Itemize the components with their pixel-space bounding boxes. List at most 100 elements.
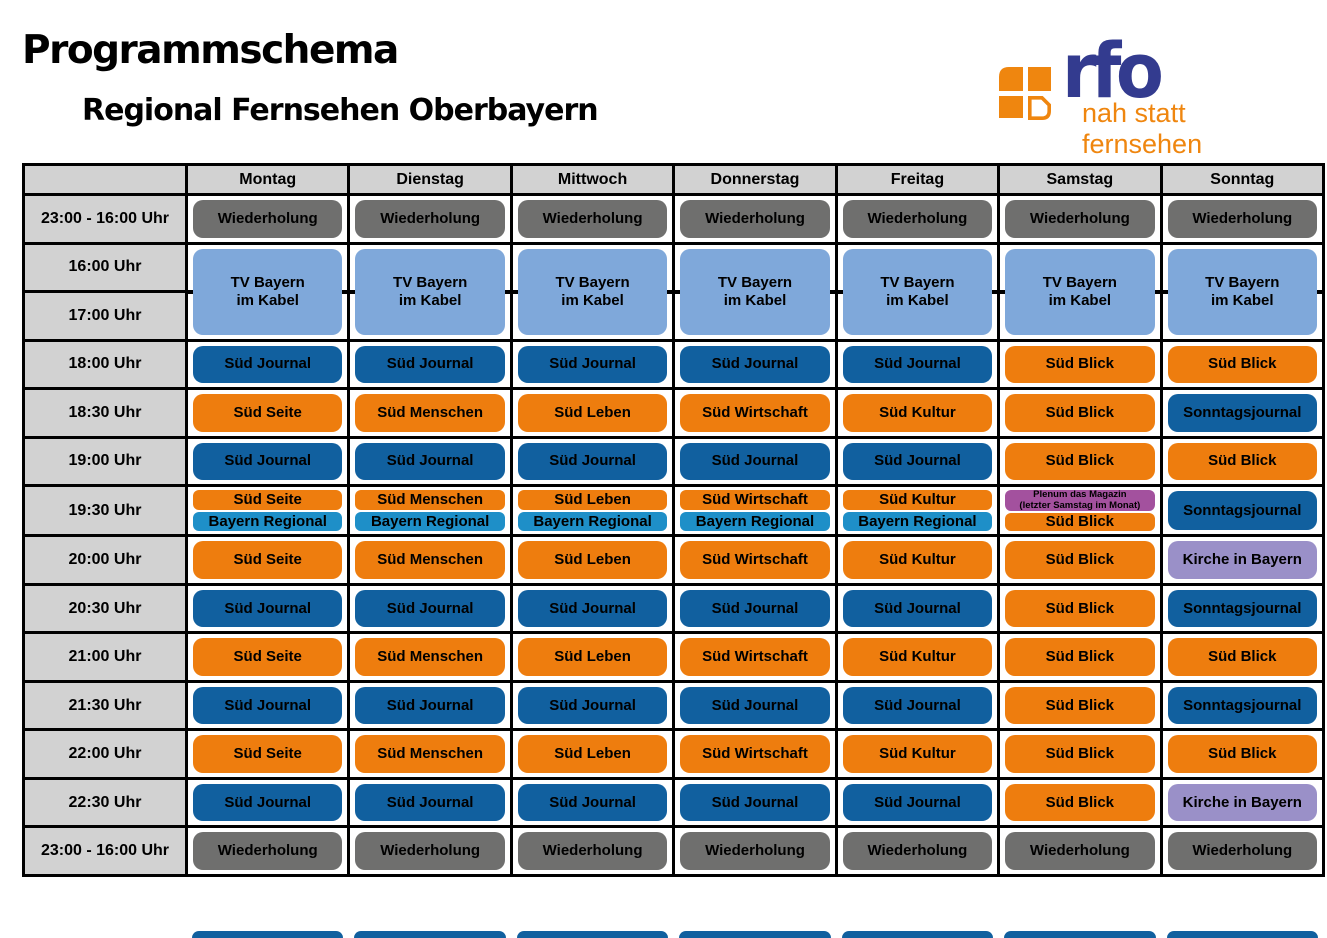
program-block: TV Bayern im Kabel — [680, 248, 830, 335]
program-block: Süd Leben — [517, 735, 668, 773]
program-block: Süd Blick — [1005, 735, 1155, 773]
program-block: Süd Journal — [842, 442, 993, 481]
program-block: Süd Journal — [193, 345, 343, 384]
cutoff-segment — [841, 931, 994, 938]
program-block: Süd Blick — [1167, 638, 1317, 676]
program-block: Süd Blick — [1005, 513, 1155, 532]
day-header: Montag — [188, 166, 348, 193]
program-cell: Süd Kultur — [837, 634, 998, 680]
corner-cell — [25, 166, 185, 193]
program-cell: Süd Journal — [675, 682, 835, 729]
program-cell: Wiederholung — [512, 196, 673, 242]
program-block: Süd Wirtschaft — [680, 735, 830, 773]
program-block: Wiederholung — [680, 200, 830, 238]
program-cell: Süd Blick — [1000, 390, 1160, 436]
program-cell: Süd Journal — [350, 585, 510, 632]
program-block: Süd Kultur — [842, 394, 993, 432]
program-block: Plenum das Magazin (letzter Samstag im M… — [1005, 489, 1155, 512]
cutoff-segment — [192, 931, 344, 938]
program-block: Süd Wirtschaft — [680, 638, 830, 676]
program-block: Süd Menschen — [355, 394, 505, 432]
time-cell: 19:00 Uhr — [25, 438, 185, 485]
program-cell: Süd Blick — [1000, 438, 1160, 485]
program-cell: Wiederholung — [675, 196, 835, 242]
program-cell: Wiederholung — [512, 828, 673, 874]
program-block: Sonntagsjournal — [1167, 491, 1317, 531]
program-cell: Süd Kultur Bayern Regional — [837, 487, 998, 535]
program-cell: Süd Journal — [512, 779, 673, 826]
program-cell: Süd Seite — [188, 731, 348, 777]
cutoff-segment — [1166, 931, 1318, 938]
program-block: Bayern Regional — [355, 511, 505, 532]
program-block: Süd Blick — [1167, 735, 1317, 773]
program-block: Wiederholung — [842, 832, 993, 870]
time-cell: 21:30 Uhr — [25, 682, 185, 729]
program-cell: Kirche in Bayern — [1162, 779, 1322, 826]
time-cell: 22:30 Uhr — [25, 779, 185, 826]
program-cell: TV Bayern im Kabel — [188, 244, 348, 339]
program-cell: Wiederholung — [1000, 828, 1160, 874]
program-cell: Süd Leben — [512, 731, 673, 777]
program-cell: Süd Seite — [188, 634, 348, 680]
program-block: Wiederholung — [193, 200, 343, 238]
program-cell: Süd Journal — [675, 585, 835, 632]
program-cell: Süd Wirtschaft — [675, 634, 835, 680]
program-block: Bayern Regional — [193, 511, 343, 532]
time-cell: 18:00 Uhr — [25, 341, 185, 388]
day-header: Dienstag — [350, 166, 510, 193]
program-cell: Süd Leben — [512, 634, 673, 680]
program-block: Süd Menschen — [355, 735, 505, 773]
time-cell: 21:00 Uhr — [25, 634, 185, 680]
program-cell: Wiederholung — [350, 196, 510, 242]
program-cell: TV Bayern im Kabel — [512, 244, 673, 339]
program-block: Süd Journal — [680, 589, 830, 628]
program-block: Wiederholung — [842, 200, 993, 238]
day-header: Sonntag — [1162, 166, 1322, 193]
program-cell: Süd Wirtschaft Bayern Regional — [675, 487, 835, 535]
program-block: Süd Seite — [193, 735, 343, 773]
program-block: Kirche in Bayern — [1167, 541, 1317, 579]
program-block: Süd Journal — [193, 589, 343, 628]
program-block: Süd Journal — [842, 783, 993, 822]
program-cell: TV Bayern im Kabel — [837, 244, 998, 339]
program-block: TV Bayern im Kabel — [193, 248, 343, 335]
program-cell: Süd Wirtschaft — [675, 390, 835, 436]
program-block: Wiederholung — [680, 832, 830, 870]
program-block: Süd Seite — [193, 490, 343, 510]
program-block: Süd Journal — [355, 442, 505, 481]
day-header: Mittwoch — [512, 166, 673, 193]
program-block: Süd Menschen — [355, 638, 505, 676]
program-block: Süd Kultur — [842, 735, 993, 773]
program-cell: TV Bayern im Kabel — [1000, 244, 1160, 339]
program-block: Süd Journal — [517, 686, 668, 725]
time-cell: 23:00 - 16:00 Uhr — [25, 828, 185, 874]
page-subtitle: Regional Fernsehen Oberbayern — [82, 93, 599, 128]
program-cell: Süd Journal — [350, 438, 510, 485]
program-cell: Süd Blick — [1162, 438, 1322, 485]
program-block: Süd Blick — [1005, 345, 1155, 384]
time-cell: 22:00 Uhr — [25, 731, 185, 777]
program-block: TV Bayern im Kabel — [355, 248, 505, 335]
program-block: TV Bayern im Kabel — [517, 248, 668, 335]
program-cell: Süd Journal — [675, 779, 835, 826]
program-cell: Wiederholung — [675, 828, 835, 874]
program-block: Wiederholung — [1005, 832, 1155, 870]
cutoff-segment — [354, 931, 506, 938]
program-block: Süd Wirtschaft — [680, 394, 830, 432]
program-cell: Sonntagsjournal — [1162, 682, 1322, 729]
time-cell: 17:00 Uhr — [25, 293, 185, 339]
program-block: Süd Journal — [355, 783, 505, 822]
program-cell: Süd Seite — [188, 537, 348, 583]
program-block: Süd Menschen — [355, 541, 505, 579]
program-block: Wiederholung — [355, 200, 505, 238]
program-cell: TV Bayern im Kabel — [675, 244, 835, 339]
program-cell: Süd Blick — [1000, 682, 1160, 729]
program-cell: Wiederholung — [1162, 196, 1322, 242]
program-block: TV Bayern im Kabel — [1167, 248, 1317, 335]
logo-wordmark: rfo — [1062, 26, 1164, 115]
program-cell: Wiederholung — [837, 196, 998, 242]
program-cell: Süd Blick — [1162, 341, 1322, 388]
program-cell: Süd Kultur — [837, 731, 998, 777]
day-header: Freitag — [837, 166, 998, 193]
program-block: Wiederholung — [1005, 200, 1155, 238]
